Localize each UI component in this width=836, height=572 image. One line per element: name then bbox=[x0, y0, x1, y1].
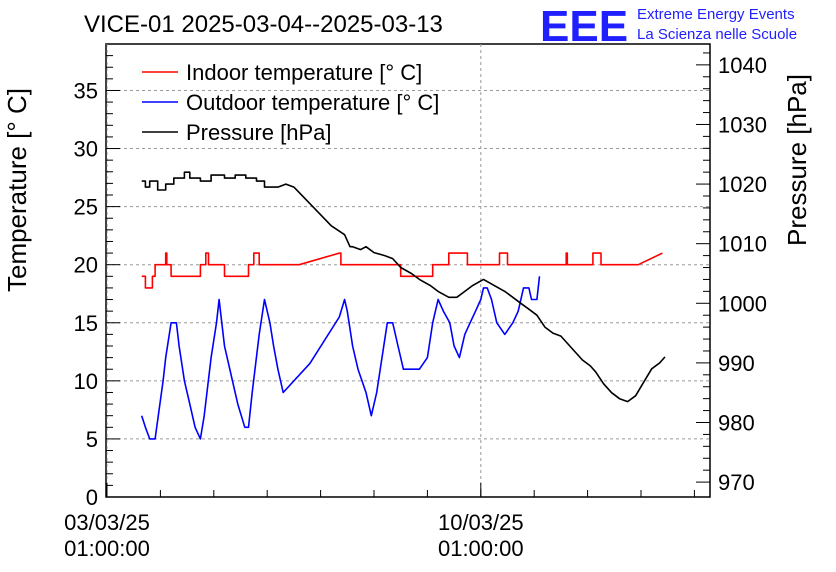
x-tick-date-1: 10/03/25 bbox=[438, 510, 524, 535]
y2-tick-label-990: 990 bbox=[718, 351, 755, 376]
y-tick-label-5: 5 bbox=[86, 427, 98, 452]
legend-label-indoor: Indoor temperature [° C] bbox=[186, 60, 422, 85]
y2-tick-label-1010: 1010 bbox=[718, 232, 767, 257]
y2-tick-label-980: 980 bbox=[718, 410, 755, 435]
y-tick-label-30: 30 bbox=[74, 137, 98, 162]
org-name: Extreme Energy Events bbox=[637, 6, 795, 23]
plot-frame bbox=[105, 43, 711, 498]
legend-label-outdoor: Outdoor temperature [° C] bbox=[186, 90, 439, 115]
y-tick-label-0: 0 bbox=[86, 485, 98, 510]
series-line-1 bbox=[140, 276, 541, 440]
y2-tick-label-1000: 1000 bbox=[718, 291, 767, 316]
series-line-2 bbox=[141, 171, 666, 403]
y2-tick-label-970: 970 bbox=[718, 470, 755, 495]
org-subtitle: La Scienza nelle Scuole bbox=[637, 26, 797, 43]
y-tick-label-35: 35 bbox=[74, 78, 98, 103]
chart-title: VICE-01 2025-03-04--2025-03-13 bbox=[84, 11, 443, 38]
y2-tick-labels: 970 980 990 1000 1010 1020 1030 1040 bbox=[718, 53, 767, 495]
y-axis-title: Temperature [° C] bbox=[2, 88, 32, 292]
legend: Indoor temperature [° C] Outdoor tempera… bbox=[142, 60, 439, 145]
legend-label-pressure: Pressure [hPa] bbox=[186, 120, 332, 145]
series-line-0 bbox=[141, 252, 663, 289]
x-tick-time-0: 01:00:00 bbox=[64, 536, 150, 561]
x-tick-date-0: 03/03/25 bbox=[64, 510, 150, 535]
axis-ticks bbox=[106, 52, 710, 498]
y-tick-label-15: 15 bbox=[74, 311, 98, 336]
eee-logo: EEE bbox=[540, 2, 628, 51]
y2-axis-title: Pressure [hPa] bbox=[782, 74, 812, 246]
grid bbox=[106, 44, 710, 497]
y-tick-labels: 0 5 10 15 20 25 30 35 bbox=[74, 78, 98, 510]
y2-tick-label-1020: 1020 bbox=[718, 172, 767, 197]
y2-tick-label-1030: 1030 bbox=[718, 112, 767, 137]
y-tick-label-20: 20 bbox=[74, 253, 98, 278]
x-tick-time-1: 01:00:00 bbox=[438, 536, 524, 561]
y-tick-label-25: 25 bbox=[74, 195, 98, 220]
y-tick-label-10: 10 bbox=[74, 369, 98, 394]
series-lines bbox=[140, 171, 666, 440]
y2-tick-label-1040: 1040 bbox=[718, 53, 767, 78]
